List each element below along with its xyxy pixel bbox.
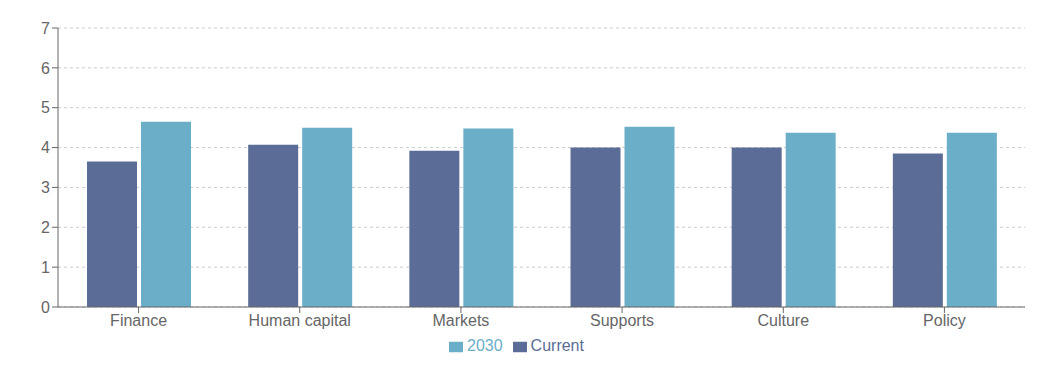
svg-text:5: 5 [41, 99, 50, 116]
svg-text:Human capital: Human capital [249, 312, 351, 329]
svg-text:Culture: Culture [757, 312, 809, 329]
svg-text:4: 4 [41, 139, 50, 156]
svg-text:2: 2 [41, 219, 50, 236]
svg-text:Policy: Policy [923, 312, 966, 329]
svg-text:3: 3 [41, 179, 50, 196]
svg-text:Supports: Supports [590, 312, 654, 329]
svg-text:1: 1 [41, 259, 50, 276]
html-text:2030: 2030 [467, 337, 503, 354]
svg-text:7: 7 [41, 20, 50, 37]
svg-text:Finance: Finance [110, 312, 167, 329]
html-text:Current: Current [530, 337, 584, 354]
svg-text:6: 6 [41, 60, 50, 77]
svg-text:Markets: Markets [432, 312, 489, 329]
svg-text:0: 0 [41, 299, 50, 316]
